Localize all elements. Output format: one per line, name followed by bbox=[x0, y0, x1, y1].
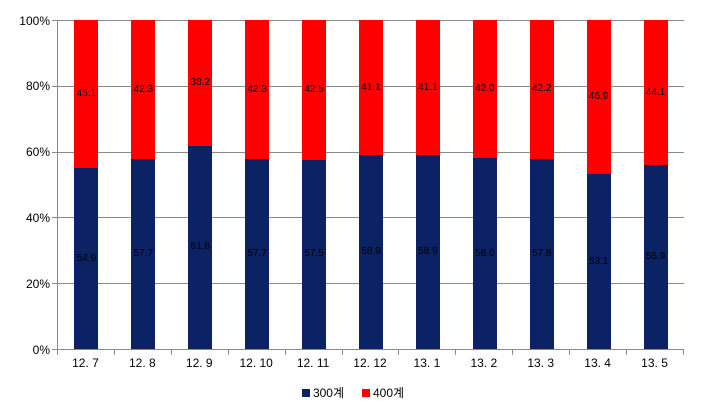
bar-13.3: 42.2 57.8 bbox=[529, 20, 554, 349]
x-axis-tick bbox=[228, 350, 229, 355]
x-axis-label: 12. 7 bbox=[72, 356, 99, 370]
y-axis-label: 100% bbox=[19, 13, 50, 28]
y-axis-label: 80% bbox=[25, 79, 50, 94]
bar-segment-400계: 41.1 bbox=[359, 20, 383, 156]
data-label-300계: 57.8 bbox=[531, 247, 552, 259]
data-label-400계: 46.9 bbox=[588, 91, 609, 103]
bar-segment-400계: 42.3 bbox=[245, 20, 270, 160]
data-label-300계: 54.9 bbox=[76, 252, 97, 264]
bar-segment-300계: 53.1 bbox=[586, 174, 611, 349]
y-axis-tick bbox=[52, 283, 57, 285]
data-label-300계: 58.0 bbox=[475, 247, 495, 259]
y-axis-label: 40% bbox=[25, 210, 50, 225]
bar-segment-300계: 57.7 bbox=[131, 159, 156, 349]
legend-item-400계: 400계 bbox=[362, 384, 404, 401]
bar-segment-300계: 54.9 bbox=[74, 168, 99, 349]
y-axis-label: 20% bbox=[25, 276, 50, 291]
bar-12.8: 42.3 57.7 bbox=[131, 20, 156, 349]
bar-segment-400계: 42.5 bbox=[302, 20, 327, 160]
bar-13.1: 41.1 58.9 bbox=[415, 20, 440, 349]
x-axis-tick bbox=[398, 350, 399, 355]
x-axis-tick bbox=[626, 350, 627, 355]
bar-segment-300계: 58.0 bbox=[472, 158, 497, 349]
x-axis-tick bbox=[342, 350, 343, 355]
y-axis-tick bbox=[52, 217, 57, 219]
y-axis-tick bbox=[52, 20, 57, 21]
x-axis-tick bbox=[57, 350, 58, 355]
x-axis-label: 13. 2 bbox=[470, 356, 498, 370]
data-label-400계: 42.3 bbox=[247, 83, 267, 95]
data-label-400계: 44.1 bbox=[645, 86, 666, 98]
data-label-300계: 58.9 bbox=[418, 246, 438, 258]
x-axis-label: 13. 3 bbox=[527, 356, 555, 370]
bar-segment-300계: 58.9 bbox=[359, 155, 383, 349]
legend-item-300계: 300계 bbox=[301, 384, 344, 401]
y-axis-label: 0% bbox=[32, 342, 50, 357]
plot-area: 45.1 54.9 42.3 57.7 38.2 61.8 42.3 57.7 42.5 57.5… bbox=[57, 20, 684, 350]
x-axis-label: 12. 12 bbox=[353, 356, 387, 370]
legend-label: 300계 bbox=[312, 386, 344, 400]
x-axis-label: 13. 4 bbox=[584, 356, 611, 370]
bar-segment-300계: 57.5 bbox=[302, 159, 327, 349]
bar-segment-400계: 41.1 bbox=[415, 20, 440, 156]
bar-segment-400계: 45.1 bbox=[74, 20, 99, 169]
data-label-300계: 57.5 bbox=[304, 248, 324, 260]
legend-swatch-icon bbox=[362, 388, 370, 397]
x-axis-tick bbox=[455, 350, 456, 355]
x-axis-tick bbox=[171, 350, 172, 355]
bar-segment-300계: 55.9 bbox=[643, 165, 668, 349]
data-label-400계: 42.0 bbox=[475, 83, 495, 95]
data-label-400계: 42.5 bbox=[304, 83, 324, 95]
legend-label: 400계 bbox=[373, 386, 405, 400]
bar-12.9: 38.2 61.8 bbox=[188, 20, 213, 349]
x-axis-label: 12. 8 bbox=[129, 356, 156, 370]
bar-segment-400계: 44.1 bbox=[643, 20, 668, 166]
data-label-300계: 58.9 bbox=[361, 246, 381, 258]
bar-segment-300계: 57.7 bbox=[245, 159, 270, 349]
x-axis-label: 13. 5 bbox=[641, 356, 668, 370]
data-label-300계: 53.1 bbox=[588, 255, 609, 267]
data-label-300계: 55.9 bbox=[645, 251, 666, 263]
data-label-400계: 41.1 bbox=[361, 81, 381, 93]
bar-12.12: 41.1 58.9 bbox=[359, 20, 383, 349]
data-label-300계: 57.7 bbox=[247, 248, 267, 260]
data-label-300계: 57.7 bbox=[133, 248, 154, 260]
bar-13.5: 44.1 55.9 bbox=[643, 20, 668, 349]
x-axis-tick bbox=[114, 350, 115, 355]
data-label-400계: 42.3 bbox=[133, 83, 154, 95]
bar-13.2: 42.0 58.0 bbox=[472, 20, 497, 349]
bar-12.10: 42.3 57.7 bbox=[245, 20, 270, 349]
bar-segment-400계: 42.0 bbox=[472, 20, 497, 159]
y-axis-label: 60% bbox=[25, 145, 50, 160]
legend: 300계 400계 bbox=[0, 384, 706, 401]
x-axis-label: 13. 1 bbox=[413, 356, 441, 370]
bar-segment-400계: 46.9 bbox=[586, 20, 611, 175]
bar-13.4: 46.9 53.1 bbox=[586, 20, 611, 349]
x-axis-tick bbox=[683, 350, 684, 355]
data-label-400계: 45.1 bbox=[76, 88, 97, 100]
bar-segment-400계: 42.2 bbox=[529, 20, 554, 159]
bar-segment-300계: 57.8 bbox=[529, 158, 554, 349]
x-axis-label: 12. 10 bbox=[239, 356, 273, 370]
x-axis-tick bbox=[285, 350, 286, 355]
y-axis-tick bbox=[52, 349, 57, 350]
bar-12.7: 45.1 54.9 bbox=[74, 20, 99, 349]
bar-segment-400계: 42.3 bbox=[131, 20, 156, 160]
bar-segment-300계: 58.9 bbox=[415, 155, 440, 349]
data-label-400계: 41.1 bbox=[418, 81, 438, 93]
x-axis-label: 12. 11 bbox=[296, 356, 330, 370]
x-axis-tick bbox=[512, 350, 513, 355]
data-label-400계: 42.2 bbox=[531, 83, 552, 95]
bar-12.11: 42.5 57.5 bbox=[302, 20, 327, 349]
y-axis-tick bbox=[52, 85, 57, 87]
legend-swatch-icon bbox=[301, 388, 310, 397]
x-axis-label: 12. 9 bbox=[185, 356, 213, 370]
bar-segment-400계: 38.2 bbox=[188, 20, 213, 146]
x-axis-tick bbox=[569, 350, 570, 355]
data-label-300계: 61.8 bbox=[190, 241, 210, 253]
y-axis-tick bbox=[52, 151, 57, 153]
data-label-400계: 38.2 bbox=[190, 76, 210, 88]
bar-segment-300계: 61.8 bbox=[188, 145, 213, 349]
